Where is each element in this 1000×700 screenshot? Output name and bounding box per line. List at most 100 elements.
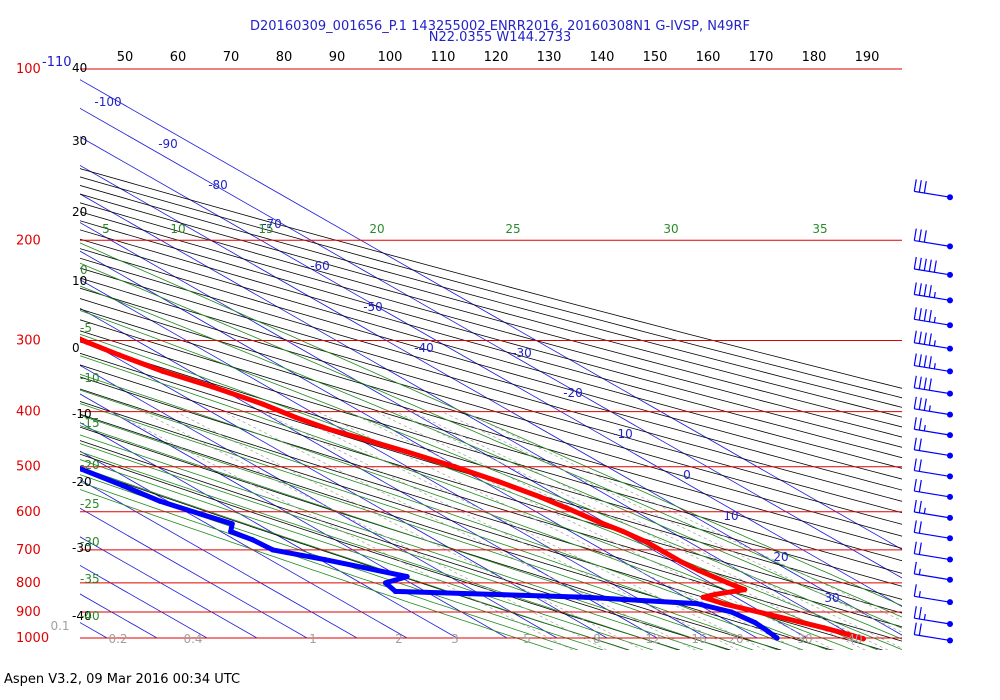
- wind-barb-staff: [914, 190, 951, 198]
- wind-barb: [913, 353, 953, 375]
- mixing-ratio-label: 0.4: [183, 632, 202, 646]
- dewpoint-point: [120, 483, 126, 489]
- dewpoint-point: [752, 620, 758, 626]
- temperature-point: [845, 631, 851, 637]
- pressure-label: 100: [16, 62, 41, 77]
- wind-barb-flag: [918, 438, 922, 451]
- wind-barb-staff: [914, 268, 951, 276]
- moist-adiabat-label: 5: [102, 222, 110, 236]
- dry-adiabat-line: [80, 248, 902, 480]
- isotherm-label: 10: [723, 509, 738, 523]
- dewpoint-point: [0, 433, 2, 438]
- top-axis-label: 80: [276, 50, 293, 65]
- dewpoint-point: [229, 521, 235, 527]
- theta-label: 20: [72, 205, 87, 219]
- wind-barb-flag: [918, 354, 922, 367]
- wind-barb-flag: [918, 180, 922, 193]
- isotherm-line: [80, 507, 308, 639]
- wind-barb-flag: [928, 309, 932, 323]
- mixing-ratio-line: [317, 411, 801, 650]
- wind-barb-staff: [914, 553, 951, 561]
- moist-adiabat-line: [80, 414, 779, 650]
- top-axis-label: 150: [643, 50, 668, 65]
- dewpoint-point: [404, 574, 410, 580]
- theta-label: -20: [72, 475, 92, 489]
- top-axis-label: 120: [484, 50, 509, 65]
- theta-label: 0: [72, 341, 80, 355]
- wind-barb-flag: [913, 228, 917, 241]
- wind-barb-flag: [913, 561, 917, 574]
- wind-barb-flag: [928, 356, 932, 369]
- mixing-ratio-line: [347, 411, 835, 650]
- wind-barb-staff: [914, 511, 951, 519]
- dry-adiabat-line: [80, 413, 833, 650]
- wind-barb-flag: [923, 398, 927, 411]
- dry-adiabat-line: [80, 184, 902, 408]
- wind-barb-half-flag: [933, 316, 936, 324]
- pressure-label: 700: [16, 543, 41, 558]
- wind-barb-staff: [914, 595, 951, 603]
- wind-barb-flag: [918, 331, 922, 344]
- isotherm-label: 30: [824, 591, 839, 605]
- dry-adiabat-line: [80, 467, 630, 650]
- isotherm-line: [80, 422, 458, 639]
- wind-barb: [913, 417, 953, 439]
- mixing-ratio-label: 2: [395, 632, 403, 646]
- dry-adiabat-line: [80, 202, 902, 428]
- temperature-point: [860, 636, 866, 642]
- dry-adiabat-line: [80, 267, 902, 502]
- pressure-label: 400: [16, 405, 41, 420]
- isotherm-label: -90: [158, 137, 178, 151]
- isotherm-label: 20: [773, 550, 788, 564]
- isotherm-label: -70: [262, 217, 282, 231]
- wind-barb-flag: [923, 377, 927, 390]
- moist-adiabat-label: 30: [663, 222, 678, 236]
- mixing-ratio-line: [111, 411, 573, 650]
- temperature-point: [678, 559, 684, 565]
- temperature-point: [356, 435, 362, 441]
- isotherm-label: 0: [683, 468, 691, 482]
- dry-adiabat-line: [80, 229, 902, 459]
- pressure-label: 500: [16, 460, 41, 475]
- dewpoint-point: [270, 547, 276, 553]
- wind-barb-flag: [913, 256, 917, 270]
- dry-adiabat-line: [80, 277, 902, 514]
- mixing-ratio-line: [222, 411, 696, 650]
- wind-barb: [913, 541, 953, 563]
- dry-adiabat-line: [80, 352, 902, 600]
- wind-barb-flag: [923, 258, 927, 271]
- dry-adiabat-line: [80, 426, 782, 650]
- dewpoint-point: [382, 580, 389, 586]
- mixing-ratio-label: 30: [797, 632, 812, 646]
- dry-adiabat-line: [80, 453, 681, 650]
- moist-adiabat-label: 25: [505, 222, 520, 236]
- top-axis-label: 60: [170, 50, 187, 65]
- isotherm-line: [80, 393, 508, 639]
- wind-barb: [913, 437, 953, 459]
- dry-adiabat-line: [80, 308, 902, 549]
- wind-barb-staff: [914, 531, 951, 539]
- dry-adiabat-line: [80, 193, 902, 418]
- temperature-point: [712, 591, 719, 597]
- pressure-label: 1000: [16, 631, 49, 646]
- temperature-point: [259, 401, 266, 407]
- dry-adiabat-line: [80, 298, 902, 537]
- wind-barb-staff: [914, 469, 951, 477]
- isobar-lines: [80, 68, 902, 639]
- top-axis-label: 170: [749, 50, 774, 65]
- isotherm-line: [80, 307, 658, 639]
- dewpoint-point: [157, 498, 163, 504]
- wind-barb-flag: [913, 584, 917, 597]
- dry-adiabat-line: [80, 287, 902, 525]
- grid-lines: [80, 79, 902, 650]
- wind-barb: [913, 375, 953, 397]
- isotherm-label: -60: [310, 259, 330, 273]
- wind-barb: [913, 520, 953, 542]
- mixing-ratio-line: [285, 411, 766, 650]
- mixing-ratio-line: [261, 411, 739, 650]
- chart-title-line1: D20160309_001656_P.1 143255002 ENRR2016,…: [250, 19, 750, 34]
- mixing-ratio-label: 16: [691, 632, 706, 646]
- wind-barb-flag: [928, 285, 932, 298]
- mixing-ratio-label: 5: [523, 632, 531, 646]
- dry-adiabat-line: [80, 330, 902, 574]
